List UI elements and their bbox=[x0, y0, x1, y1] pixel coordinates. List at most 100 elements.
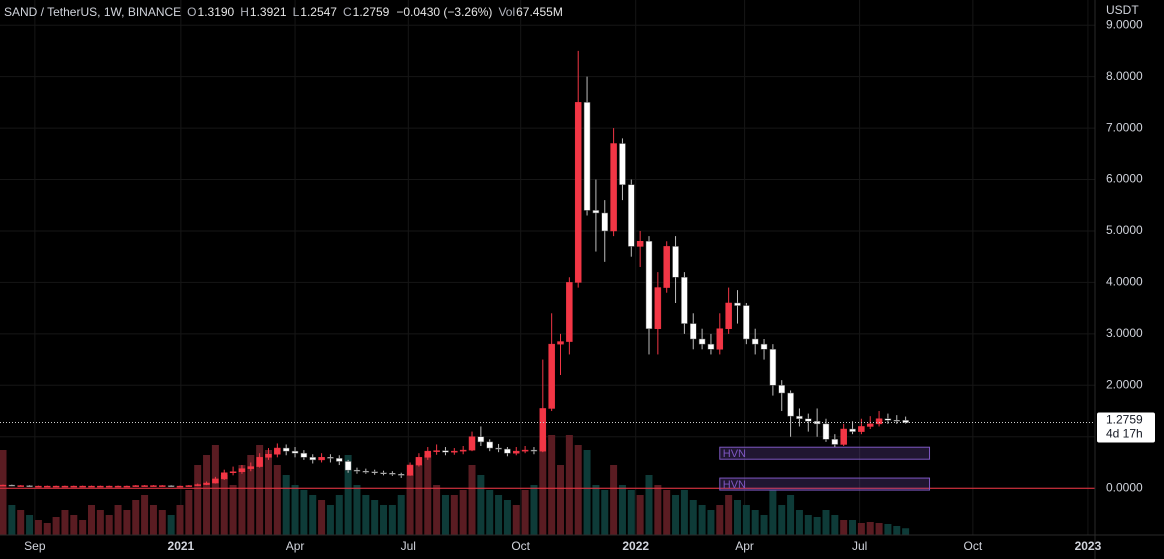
volume-bar bbox=[459, 490, 467, 535]
zone-box bbox=[719, 477, 931, 491]
volume-bar bbox=[203, 455, 211, 535]
candle-body bbox=[831, 439, 839, 445]
legend-item: C1.2759 bbox=[343, 5, 389, 19]
candle-body bbox=[8, 484, 16, 487]
volume-bar bbox=[468, 465, 476, 535]
candle-body bbox=[229, 471, 237, 474]
volume-bar bbox=[769, 490, 777, 535]
candle-body bbox=[212, 478, 219, 484]
volume-value: 67.455M bbox=[516, 5, 563, 19]
volume-bar bbox=[680, 490, 688, 535]
candle-body bbox=[813, 421, 821, 425]
candle-body bbox=[875, 418, 883, 425]
candle-body bbox=[185, 485, 193, 487]
y-tick-label: 8.0000 bbox=[1106, 69, 1143, 83]
candle-body bbox=[805, 418, 812, 422]
volume-bar bbox=[486, 490, 494, 535]
candle-body bbox=[645, 241, 653, 329]
candle-body bbox=[654, 287, 662, 329]
candle-body bbox=[787, 392, 794, 417]
zone-label: HVN bbox=[723, 479, 746, 491]
x-tick-label: 2021 bbox=[168, 539, 195, 553]
candle-body bbox=[574, 102, 582, 283]
volume-bar bbox=[557, 465, 565, 535]
volume-bar bbox=[300, 490, 308, 535]
volume-bar bbox=[521, 490, 529, 535]
y-tick-label: 6.0000 bbox=[1106, 172, 1143, 186]
volume-bar bbox=[141, 495, 149, 535]
volume-bar bbox=[105, 515, 113, 535]
candle-body bbox=[265, 453, 272, 458]
volume-bar bbox=[96, 510, 104, 535]
candle-body bbox=[238, 468, 246, 472]
candle-body bbox=[592, 210, 600, 214]
volume-bar bbox=[787, 495, 795, 535]
candle-body bbox=[698, 338, 706, 345]
volume-bar bbox=[415, 465, 423, 535]
volume-bar bbox=[371, 500, 379, 535]
candle-body bbox=[725, 302, 732, 329]
volume-bar bbox=[335, 495, 343, 535]
candle-body bbox=[344, 461, 352, 471]
x-tick-label: 2023 bbox=[1075, 539, 1102, 553]
candle-body bbox=[17, 485, 24, 487]
volume-bar bbox=[167, 515, 175, 535]
volume-bar bbox=[893, 526, 901, 535]
candle-body bbox=[247, 466, 255, 469]
volume-bar bbox=[264, 450, 272, 535]
volume-bar bbox=[751, 510, 759, 535]
volume-bar bbox=[512, 505, 520, 535]
candle-body bbox=[176, 485, 184, 488]
candle-body bbox=[893, 420, 901, 422]
candle-body bbox=[52, 485, 60, 488]
volume-bar bbox=[70, 515, 78, 535]
candle-body bbox=[406, 464, 414, 476]
legend-item: H1.3921 bbox=[240, 5, 286, 19]
candle-body bbox=[716, 328, 724, 350]
volume-bar bbox=[866, 522, 874, 535]
volume-bar bbox=[326, 505, 334, 535]
volume-bar bbox=[8, 505, 16, 535]
candle-body bbox=[468, 436, 476, 451]
candle-body bbox=[477, 436, 485, 443]
candle-body bbox=[663, 246, 670, 288]
volume-bar bbox=[318, 500, 326, 535]
candle-body bbox=[769, 349, 777, 386]
candle-body bbox=[796, 415, 803, 419]
candle-body bbox=[88, 485, 95, 488]
candle-body bbox=[610, 143, 617, 232]
candle-body bbox=[840, 428, 847, 445]
candle-body bbox=[141, 485, 148, 487]
volume-bar bbox=[875, 523, 883, 535]
candle-body bbox=[26, 485, 33, 487]
candle-body bbox=[504, 448, 511, 454]
price-pane: HVN HVN bbox=[0, 50, 1095, 491]
volume-bar bbox=[725, 495, 733, 535]
countdown-label: 4d 17h bbox=[1106, 427, 1143, 441]
volume-bar bbox=[247, 455, 255, 535]
volume-bar bbox=[742, 505, 750, 535]
volume-bar bbox=[211, 445, 219, 535]
x-tick-label: Apr bbox=[286, 539, 305, 553]
volume-bar bbox=[433, 485, 441, 535]
x-tick-label: 2022 bbox=[622, 539, 649, 553]
symbol-title: SAND / TetherUS, 1W, BINANCE bbox=[4, 5, 182, 19]
volume-bar bbox=[610, 465, 618, 535]
volume-bar bbox=[645, 475, 653, 535]
volume-bar bbox=[309, 495, 317, 535]
legend-key: L bbox=[292, 5, 300, 19]
volume-bar bbox=[884, 524, 892, 535]
x-tick-label: Sep bbox=[24, 539, 46, 553]
candle-body bbox=[336, 458, 343, 462]
candle-body bbox=[362, 470, 370, 473]
candle-body bbox=[167, 485, 175, 487]
volume-bar bbox=[849, 520, 857, 535]
volume-bar bbox=[132, 500, 140, 535]
volume-bar bbox=[698, 505, 706, 535]
volume-bar bbox=[282, 475, 290, 535]
legend-key: C bbox=[342, 5, 352, 19]
candle-body bbox=[858, 426, 865, 432]
candle-body bbox=[689, 323, 697, 340]
volume-bar bbox=[114, 505, 122, 535]
